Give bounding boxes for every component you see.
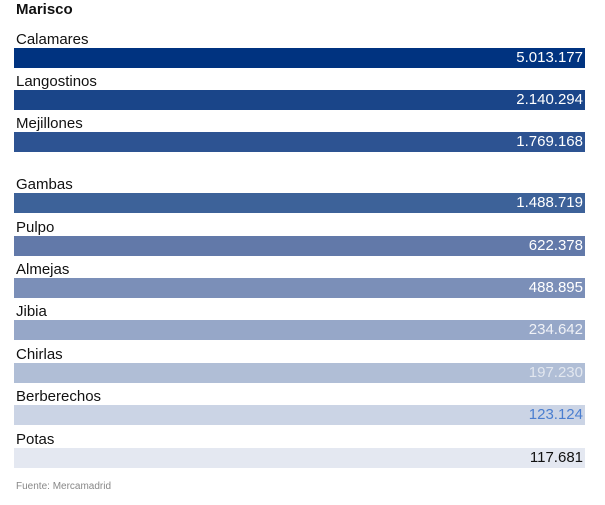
category-label: Calamares [16, 31, 89, 48]
bar: 488.895 [14, 278, 585, 298]
category-label: Potas [16, 431, 55, 448]
bar: 117.681 [14, 448, 585, 468]
value-label: 123.124 [528, 406, 583, 423]
category-label: Berberechos [16, 388, 102, 405]
category-label: Langostinos [16, 73, 97, 90]
bar: 2.140.294 [14, 90, 585, 110]
bar: 5.013.177 [14, 48, 585, 68]
category-label: Chirlas [16, 346, 63, 363]
bar: 234.642 [14, 320, 585, 340]
value-label: 1.769.168 [516, 133, 583, 150]
bar: 622.378 [14, 236, 585, 256]
bar: 1.488.719 [14, 193, 585, 213]
bar: 197.230 [14, 363, 585, 383]
category-label: Mejillones [16, 115, 83, 132]
value-label: 117.681 [529, 449, 583, 466]
source-note: Fuente: Mercamadrid [16, 481, 112, 492]
bar: 123.124 [14, 405, 585, 425]
value-label: 5.013.177 [516, 49, 583, 66]
value-label: 1.488.719 [516, 194, 583, 211]
value-label: 2.140.294 [516, 91, 583, 108]
chart-title: Marisco [16, 1, 73, 18]
bar: 1.769.168 [14, 132, 585, 152]
category-label: Gambas [16, 176, 73, 193]
category-label: Almejas [16, 261, 70, 278]
category-label: Jibia [16, 303, 47, 320]
value-label: 234.642 [528, 321, 583, 338]
value-label: 197.230 [528, 364, 583, 381]
value-label: 488.895 [528, 279, 583, 296]
value-label: 622.378 [528, 237, 583, 254]
category-label: Pulpo [16, 219, 55, 236]
